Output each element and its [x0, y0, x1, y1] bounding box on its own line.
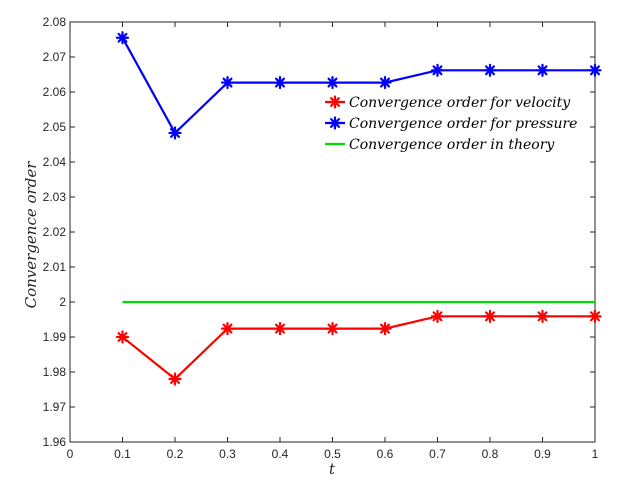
legend-label: Convergence order for pressure: [349, 116, 577, 132]
data-point: [430, 63, 445, 77]
legend: Convergence order for velocity Convergenc…: [325, 95, 577, 153]
y-axis-title: Convergence order: [22, 161, 40, 309]
x-tick-label: 0.2: [167, 447, 184, 461]
data-point: [220, 322, 235, 336]
data-point: [168, 372, 182, 386]
data-point: [430, 309, 445, 323]
axis-ticks: 0 0.1 0.2 0.3 0.4 0.5 0.6 0.7 0.8 0.9 1 1.96 1.97 1.9…: [43, 15, 599, 461]
series-lines: [121, 37, 595, 381]
plot-area: [69, 21, 596, 443]
series-line-1: [121, 37, 595, 135]
legend-swatch-marker: [328, 116, 342, 130]
y-tick-label: 2.01: [43, 260, 67, 274]
data-point: [588, 309, 602, 323]
x-tick-label: 0.8: [482, 447, 499, 461]
y-tick-label: 2.05: [43, 120, 67, 134]
y-tick-label: 1.96: [43, 435, 67, 449]
x-tick-label: 0.4: [272, 447, 289, 461]
legend-label: Convergence order in theory: [349, 137, 555, 153]
y-tick-label: 2: [59, 295, 66, 309]
data-point: [378, 75, 392, 90]
y-tick-label: 1.97: [43, 400, 67, 414]
data-point: [378, 322, 392, 336]
data-point: [273, 75, 287, 90]
series-markers: [115, 31, 602, 386]
data-point: [483, 63, 497, 77]
data-point: [535, 63, 550, 77]
y-tick-label: 2.03: [43, 190, 67, 204]
x-tick-label: 0.5: [324, 447, 341, 461]
y-tick-label: 2.08: [43, 15, 67, 29]
data-point: [115, 330, 130, 344]
data-point: [535, 309, 550, 323]
x-tick-label: 0.1: [114, 447, 131, 461]
legend-swatch-marker: [328, 95, 342, 109]
data-point: [115, 31, 130, 45]
data-point: [325, 75, 340, 90]
y-tick-label: 1.98: [43, 365, 67, 379]
x-tick-label: 1: [592, 447, 599, 461]
legend-item: Convergence order in theory: [325, 137, 555, 153]
legend-label: Convergence order for velocity: [349, 95, 571, 111]
y-tick-label: 2.07: [43, 50, 67, 64]
y-tick-label: 2.06: [43, 85, 67, 99]
series-line-0: [121, 315, 595, 381]
legend-item: Convergence order for pressure: [325, 116, 577, 132]
data-point: [588, 63, 602, 77]
data-point: [220, 75, 235, 90]
x-axis-title: t: [329, 460, 336, 478]
data-point: [273, 322, 287, 336]
y-tick-label: 2.04: [43, 155, 67, 169]
legend-item: Convergence order for velocity: [325, 95, 571, 111]
x-tick-label: 0.6: [377, 447, 394, 461]
x-tick-label: 0.7: [429, 447, 446, 461]
data-point: [168, 126, 182, 140]
y-tick-label: 1.99: [43, 330, 67, 344]
data-point: [325, 322, 340, 336]
x-tick-label: 0.3: [219, 447, 236, 461]
x-tick-label: 0: [67, 447, 74, 461]
x-tick-label: 0.9: [534, 447, 551, 461]
y-tick-label: 2.02: [43, 225, 67, 239]
data-point: [483, 309, 497, 323]
